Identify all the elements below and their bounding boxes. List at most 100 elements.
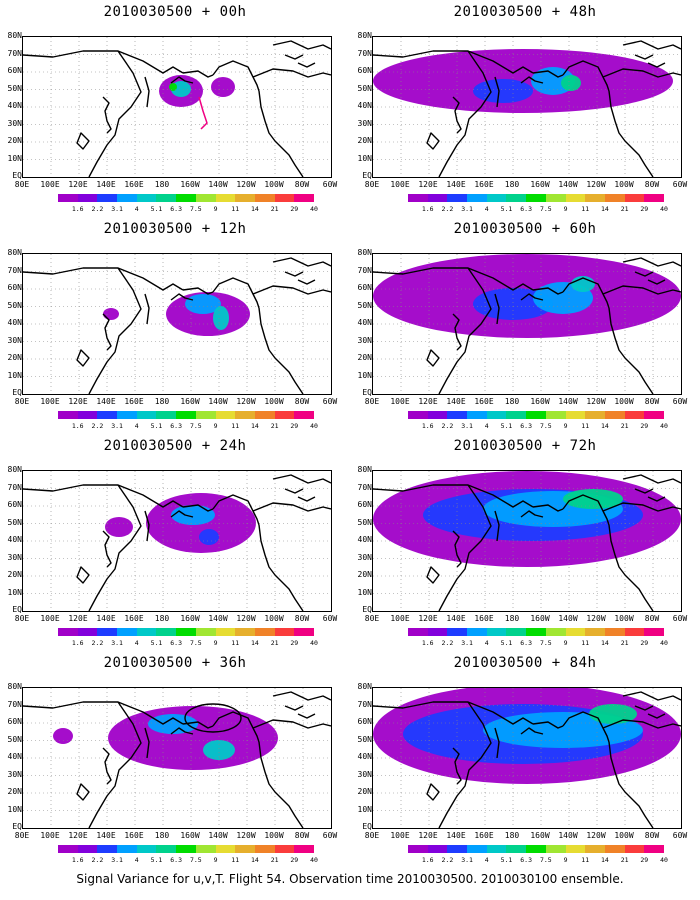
colorbar-swatch — [427, 411, 448, 419]
map-panel: 2010030500 + 48h 80N 70N 60N 50N 40N 30N 20N 10N… — [350, 0, 700, 225]
colorbar-swatch — [545, 411, 566, 419]
colorbar-label: 5.1 — [500, 856, 513, 864]
colorbar-label: 2.2 — [441, 639, 454, 647]
longitude-label: 120E — [68, 614, 88, 623]
colorbar-label: 21 — [270, 205, 279, 213]
latitude-label: 70N — [357, 699, 372, 709]
coastline — [144, 76, 150, 108]
map-panel: 2010030500 + 36h 80N 70N 60N 50N 40N 30N 20N 10N… — [0, 651, 350, 876]
coastline — [602, 719, 681, 729]
coastline — [634, 54, 654, 60]
longitude-label: 100W — [614, 180, 634, 189]
variance-contour — [169, 83, 177, 91]
colorbar-swatch — [408, 194, 428, 202]
colorbar-swatch — [467, 411, 487, 419]
coastline — [647, 713, 666, 719]
longitude-label: 100W — [614, 831, 634, 840]
longitude-axis: 80E 100E 120E 140E 160E 180 160W 140W 120W 100W 80… — [10, 614, 340, 624]
colorbar-swatch — [294, 845, 314, 853]
latitude-label: 10N — [7, 804, 22, 814]
coastline — [634, 705, 654, 711]
latitude-label: 70N — [7, 265, 22, 275]
colorbar-label: 3.1 — [111, 856, 123, 864]
coastline — [212, 277, 260, 309]
latitude-label: 60N — [357, 717, 372, 726]
colorbar-swatch — [77, 628, 98, 636]
longitude-label: 120E — [68, 831, 88, 840]
coastline — [272, 257, 331, 267]
coastline — [373, 50, 534, 74]
colorbar-label: 7.5 — [539, 639, 552, 647]
longitude-label: 80W — [294, 831, 310, 840]
longitude-label: 120W — [586, 614, 606, 623]
colorbar-label: 2.2 — [441, 856, 454, 864]
colorbar-label: 21 — [270, 856, 279, 864]
colorbar-label: 14 — [251, 422, 259, 430]
map-plot — [372, 470, 682, 612]
longitude-label: 60W — [322, 831, 338, 840]
colorbar — [58, 411, 314, 419]
colorbar-label: 5.1 — [150, 205, 163, 213]
latitude-label: 20N — [357, 353, 372, 362]
colorbar-swatch — [274, 194, 295, 202]
colorbar-swatch — [486, 628, 507, 636]
coastline — [532, 70, 564, 78]
coastline — [144, 293, 150, 325]
colorbar-swatch — [235, 194, 255, 202]
longitude-label: 160W — [530, 180, 550, 189]
coastline — [608, 307, 654, 394]
colorbar-swatch — [486, 845, 507, 853]
variance-contour — [213, 306, 229, 330]
colorbar-swatch — [624, 411, 645, 419]
coastline — [532, 721, 564, 729]
coastline — [608, 524, 654, 611]
latitude-label: 40N — [7, 535, 22, 544]
latitude-label: EQ — [12, 171, 22, 180]
colorbar-labels: 1.6 2.2 3.1 4 5.1 6.3 7.5 9 11 14 21 29 40 — [58, 639, 318, 647]
longitude-label: 140E — [96, 831, 116, 840]
latitude-label: 30N — [357, 335, 372, 345]
colorbar-label: 1.6 — [421, 205, 434, 213]
latitude-label: 50N — [7, 734, 22, 744]
coastline — [102, 530, 112, 568]
coastline — [258, 307, 304, 394]
colorbar-label: 21 — [620, 639, 629, 647]
variance-contour — [105, 517, 133, 537]
colorbar-swatch — [545, 628, 566, 636]
colorbar-swatch — [136, 194, 157, 202]
latitude-label: 50N — [357, 83, 372, 93]
colorbar-swatch — [408, 845, 428, 853]
longitude-label: 80E — [364, 180, 380, 189]
latitude-label: 20N — [7, 353, 22, 362]
longitude-label: 140E — [446, 180, 466, 189]
longitude-axis: 80E 100E 120E 140E 160E 180 160W 140W 120W 100W 80… — [10, 831, 340, 841]
longitude-label: 140W — [208, 397, 228, 406]
colorbar-swatch — [97, 194, 118, 202]
latitude-label: 70N — [357, 48, 372, 58]
coastline — [426, 566, 440, 584]
longitude-label: 80E — [14, 831, 30, 840]
variance-contour — [199, 529, 219, 545]
coastline — [284, 54, 304, 60]
colorbar-label: 14 — [251, 639, 259, 647]
colorbar-label: 9 — [213, 422, 218, 430]
colorbar-label: 14 — [251, 205, 259, 213]
coastline — [452, 530, 462, 568]
longitude-label: 180 — [504, 397, 520, 406]
longitude-label: 160E — [474, 831, 494, 840]
longitude-label: 120E — [68, 397, 88, 406]
colorbar-label: 7.5 — [539, 205, 552, 213]
colorbar-swatch — [526, 628, 546, 636]
latitude-label: 80N — [357, 465, 372, 474]
coastline — [438, 50, 492, 177]
coastline — [284, 271, 304, 277]
longitude-label: 120E — [418, 831, 438, 840]
colorbar-label: 21 — [270, 422, 279, 430]
coastline — [170, 76, 194, 84]
latitude-label: 30N — [357, 118, 372, 128]
variance-contour — [108, 706, 278, 770]
colorbar-labels: 1.6 2.2 3.1 4 5.1 6.3 7.5 9 11 14 21 29 40 — [408, 639, 668, 647]
latitude-label: 50N — [7, 83, 22, 93]
latitude-label: 20N — [357, 136, 372, 145]
coastline — [252, 719, 331, 729]
